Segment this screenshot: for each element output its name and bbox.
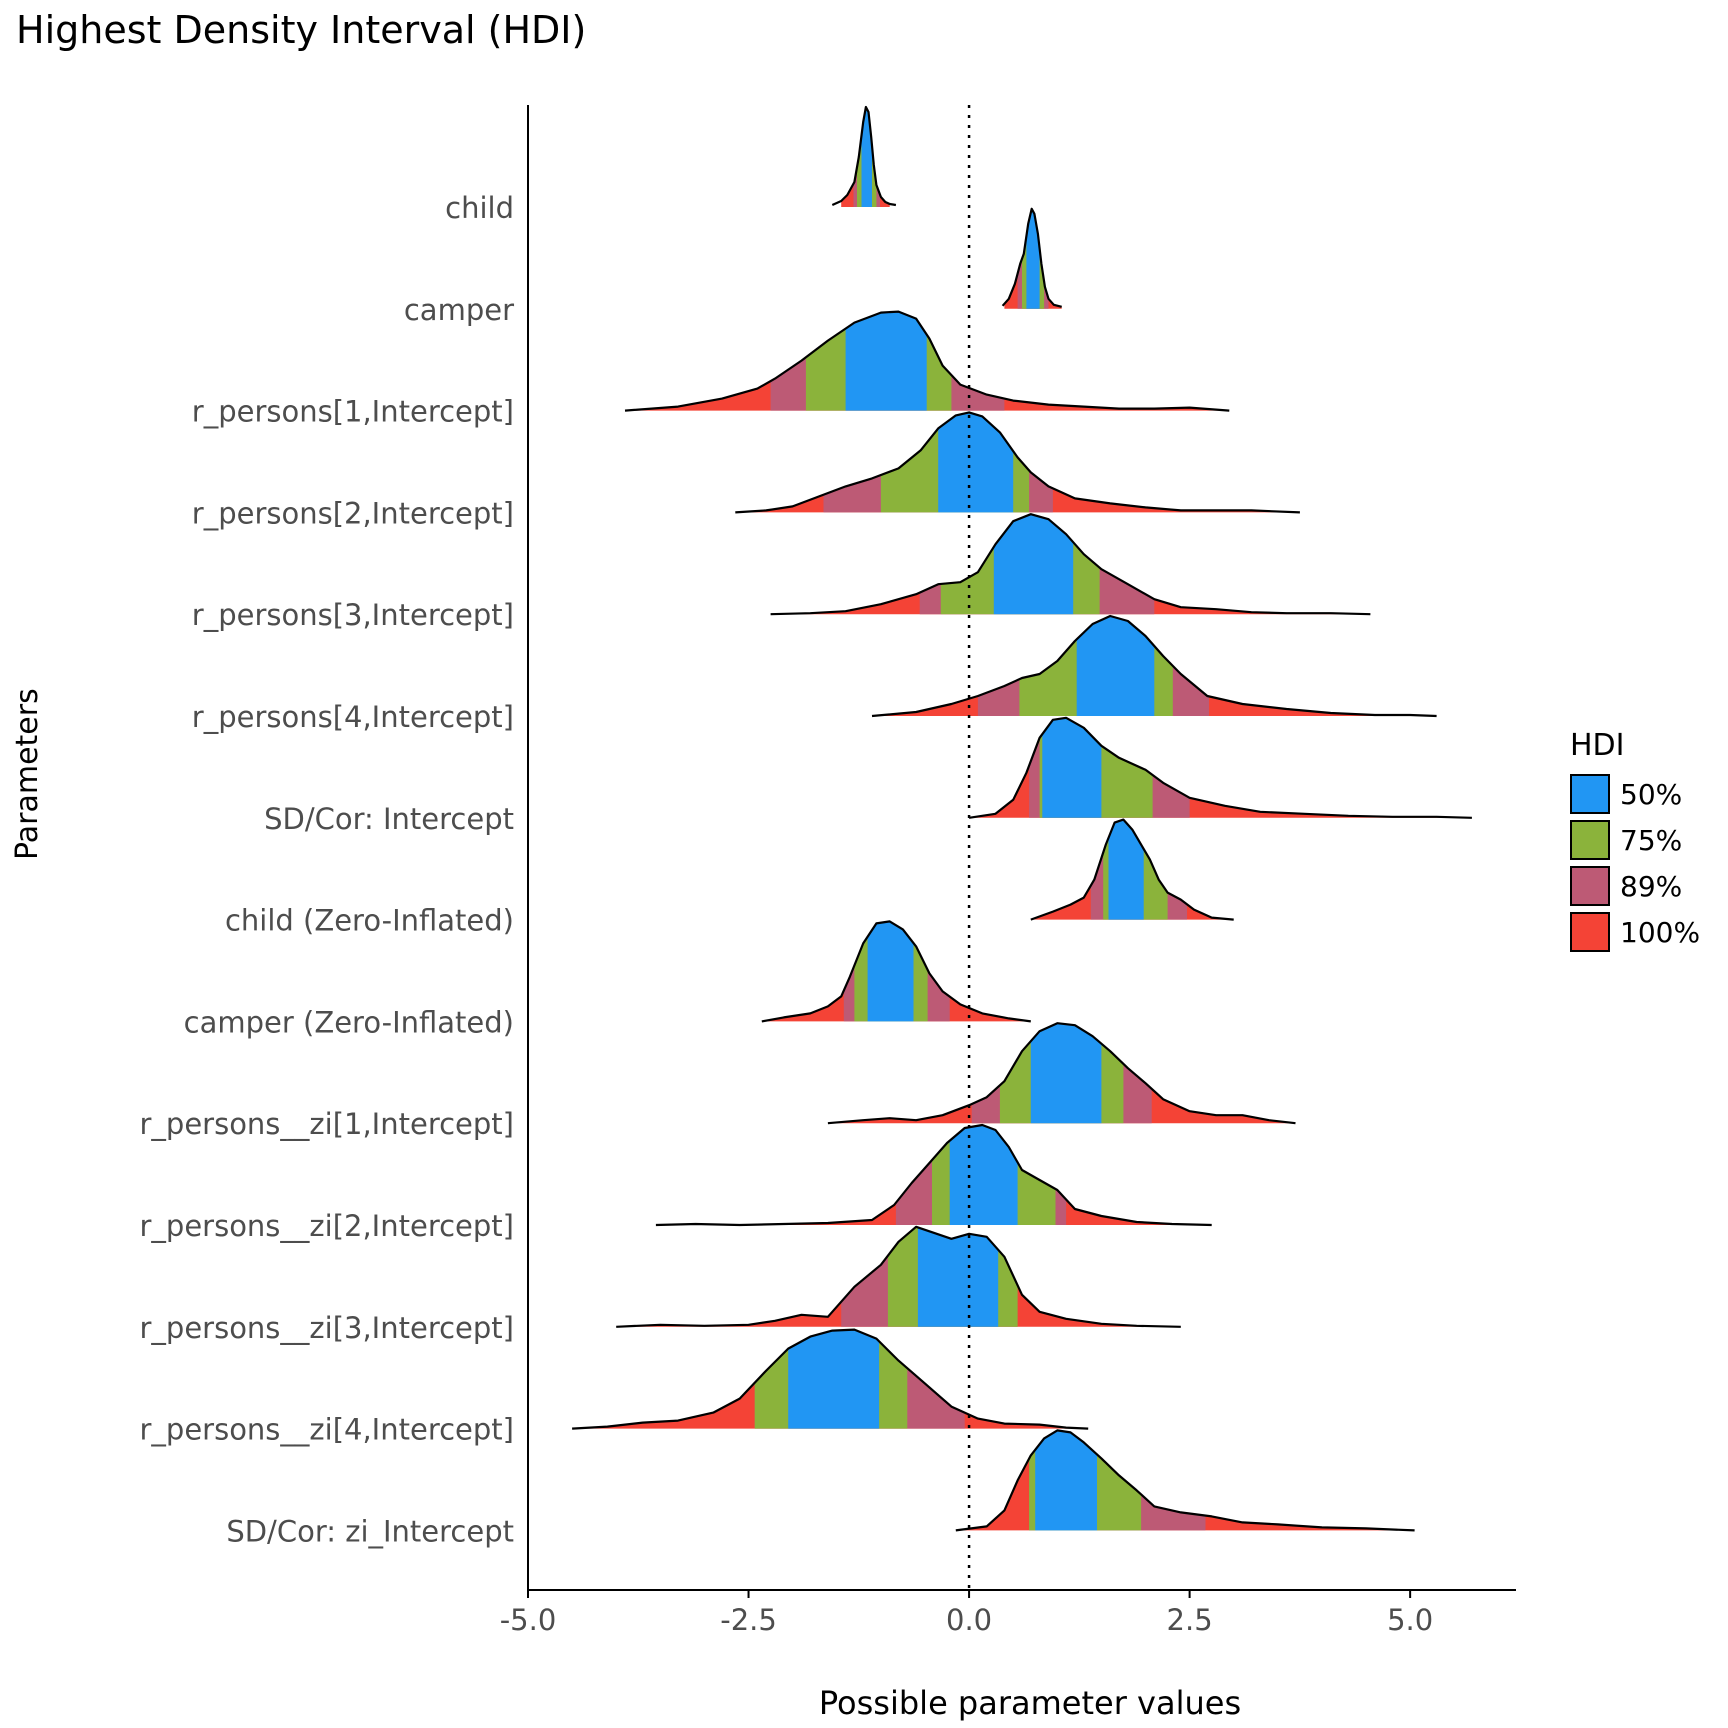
y-tick-label: child [445, 191, 514, 225]
hdi-50-band [1042, 717, 1102, 818]
density-outline [1030, 818, 1234, 921]
hdi-50-band [1030, 1023, 1102, 1124]
hdi-50-band [1026, 208, 1040, 309]
y-tick-label: SD/Cor: Intercept [264, 802, 514, 836]
density-outline [616, 1225, 1181, 1328]
density-outline [1001, 207, 1062, 308]
legend-swatch-75 [1570, 820, 1610, 860]
legend-item: 100% [1570, 909, 1700, 955]
x-tick-label: 5.0 [1387, 1603, 1433, 1637]
y-tick-label: SD/Cor: zi_Intercept [226, 1514, 514, 1548]
density-outline [624, 310, 1230, 412]
hdi-50-band [917, 1227, 999, 1327]
density-outline [735, 411, 1300, 514]
ridge-10 [655, 1123, 1212, 1227]
density-outline [761, 920, 1031, 1023]
x-axis-label: Possible parameter values [818, 1684, 1242, 1722]
legend-label: 89% [1620, 869, 1683, 903]
y-tick-label: r_persons__zi[3,Intercept] [139, 1311, 514, 1345]
hdi-50-band [867, 921, 914, 1022]
density-outline [827, 1022, 1296, 1125]
hdi-50-band [1076, 616, 1155, 716]
legend-swatch-50 [1570, 774, 1610, 814]
density-outline [955, 1429, 1415, 1532]
x-tick-label: 2.5 [1167, 1603, 1213, 1637]
chart-title: Highest Density Interval (HDI) [16, 8, 587, 52]
ridges [572, 105, 1472, 1532]
x-tick-label: 0.0 [946, 1603, 992, 1637]
y-tick-label: r_persons[2,Intercept] [192, 496, 514, 530]
hdi-50-band [993, 514, 1074, 615]
y-tick-label: r_persons__zi[2,Intercept] [139, 1209, 514, 1243]
legend-label: 50% [1620, 777, 1683, 811]
hdi-50-band [949, 1125, 1018, 1225]
hdi-50-band [1035, 1430, 1097, 1531]
density-outline [572, 1328, 1089, 1430]
legend-label: 75% [1620, 823, 1683, 857]
ridge-8 [761, 920, 1031, 1023]
hdi-50-band [845, 311, 927, 411]
density-outline [770, 513, 1371, 616]
density-outline [655, 1123, 1212, 1227]
ridge-13 [955, 1429, 1415, 1532]
y-tick-label: child (Zero-Inflated) [225, 904, 514, 938]
ridge-4 [770, 513, 1371, 616]
hdi-50-band [788, 1329, 880, 1429]
x-tick-label: -5.0 [500, 1603, 557, 1637]
y-tick-label: r_persons[3,Intercept] [192, 598, 514, 632]
hdi-50-band [861, 107, 872, 207]
ridge-6 [968, 716, 1472, 819]
legend-swatch-89 [1570, 866, 1610, 906]
legend-item: 75% [1570, 817, 1700, 863]
ridge-9 [827, 1022, 1296, 1125]
ridge-1 [1001, 207, 1062, 309]
x-tick-label: -2.5 [720, 1603, 777, 1637]
ridge-12 [572, 1328, 1089, 1430]
density-outline [968, 716, 1472, 819]
y-tick-label: r_persons[4,Intercept] [192, 700, 514, 734]
legend-label: 100% [1620, 915, 1701, 949]
legend-swatch-100 [1570, 912, 1610, 952]
ridge-3 [735, 411, 1300, 514]
legend-item: 50% [1570, 771, 1700, 817]
hdi-50-band [938, 412, 1014, 513]
density-outline [831, 105, 897, 207]
hdi-50-band [1108, 819, 1144, 920]
ridge-5 [871, 614, 1437, 718]
legend: HDI 50% 75% 89% 100% [1570, 728, 1700, 955]
legend-item: 89% [1570, 863, 1700, 909]
y-tick-label: r_persons__zi[1,Intercept] [139, 1107, 514, 1141]
ridge-11 [616, 1225, 1181, 1328]
density-outline [871, 614, 1437, 718]
ridge-2 [624, 310, 1230, 412]
y-tick-label: camper (Zero-Inflated) [184, 1005, 514, 1039]
ridge-7 [1030, 818, 1234, 921]
legend-title: HDI [1570, 728, 1625, 763]
y-tick-label: r_persons__zi[4,Intercept] [139, 1413, 514, 1447]
ridge-0 [831, 105, 897, 207]
y-tick-label: r_persons[1,Intercept] [192, 395, 514, 429]
y-tick-label: camper [404, 293, 514, 327]
